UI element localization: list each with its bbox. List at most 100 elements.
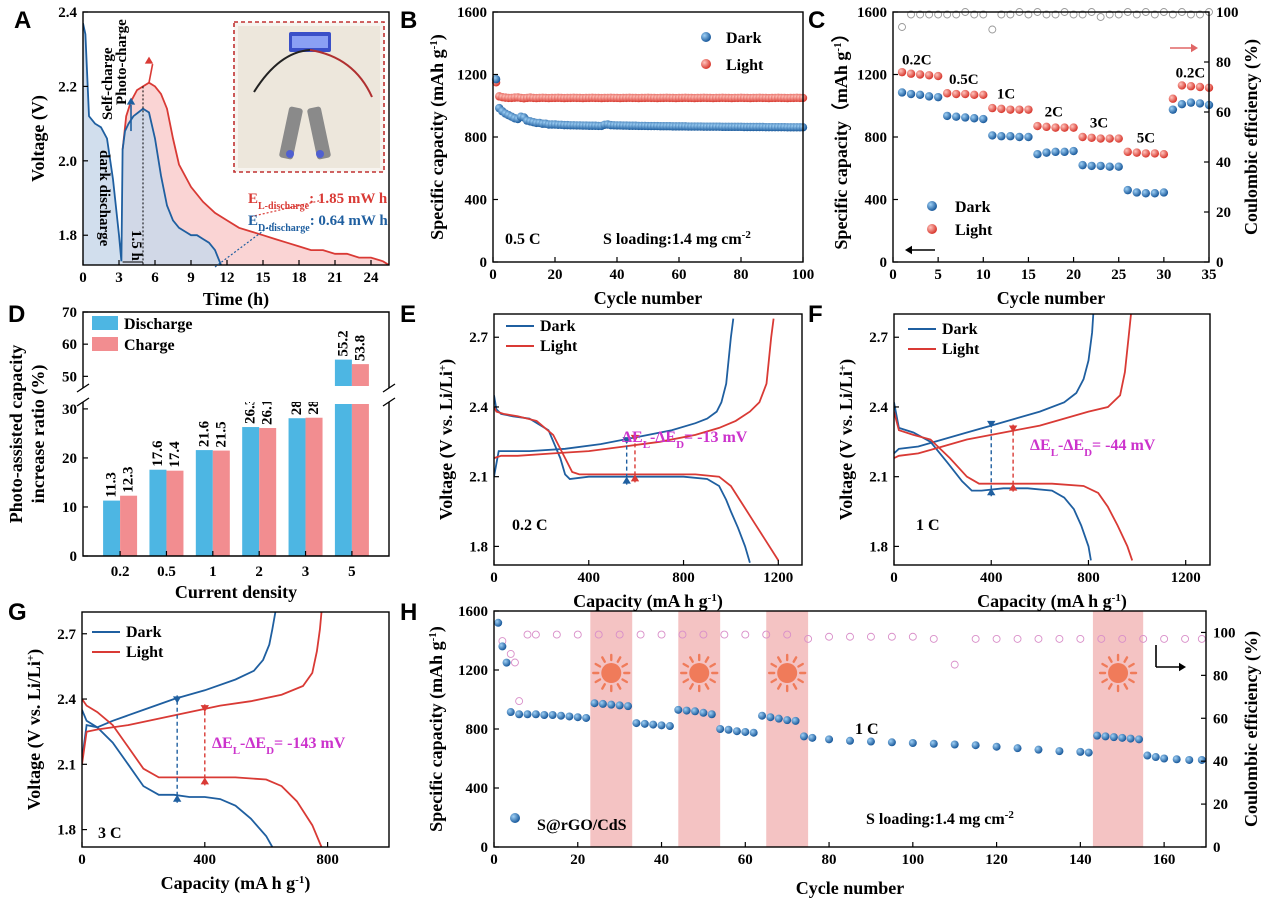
capacity-point [523,710,532,719]
panel-g-xlabel-part-0: Capacity (mA h g [161,873,296,894]
capacity-point [640,719,649,728]
discharge-bar [195,450,213,556]
panel-c-ylabel-right: Coulombic efficiency (%) [1241,39,1262,235]
discharge-value-label-2: 21.6 [196,420,212,447]
panel-h-ytick-r-label-5: 100 [1213,625,1236,641]
capacity-point [494,618,503,627]
ce-point [1006,10,1015,19]
delta-voltage-label: ΔEL-ΔED= -13 mV [622,429,748,451]
delta-arrowhead-up-1 [1008,483,1018,491]
light-charge-curve [494,318,775,459]
legend-light-label: Light [726,57,764,74]
panel-a-xtick-label-8: 24 [364,270,380,286]
panel-b-xlabel: Cycle number [594,288,702,308]
capacity-point [615,701,624,710]
dark-discharge-curve [82,709,274,847]
panel-e-xlabel-part-1: -1 [708,592,717,604]
panel-g-ylabel-part-1: + [25,655,37,661]
delta-arrowhead-down-1 [200,705,209,713]
panel-d-ytick-low-label-2: 20 [62,451,77,467]
capacity-point [992,742,1001,751]
panel-h-xtick-label-5: 100 [902,852,925,868]
sun-ray [797,678,804,684]
ed-pointer [214,221,276,268]
legend-dark-marker [701,32,711,42]
discharge-bar-upper [334,359,352,386]
dark-rate-point [1051,147,1060,157]
delta-arrowhead-down-1 [1008,425,1018,433]
rate-label-2: 1C [997,87,1015,103]
panel-c-xtick-label-3: 15 [1021,267,1036,283]
legend-discharge-swatch [92,316,118,330]
dark-rate-point [1006,132,1015,141]
delta-voltage-label-part-4: = -143 mV [274,735,346,752]
panel-f-xtick-label-0: 0 [890,570,898,586]
light-rate-point [1150,149,1160,158]
ce-point [678,630,687,639]
panel-h-ytick-r-label-1: 20 [1213,797,1228,813]
panel-d-xtick-label-0: 0.2 [111,564,130,580]
panel-a-xtick-label-3: 9 [187,270,195,286]
light-rate-point [1168,94,1178,103]
panel-a-xtick-label-5: 15 [256,270,271,286]
photo-charge-label: Photo-charge [114,19,130,105]
panel-c-xtick-label-1: 5 [934,267,942,283]
capacity-point [1172,755,1181,764]
rate-label-1: 0.5C [949,72,979,88]
rate-label-4: 3C [1090,116,1108,132]
charge-value-label-5: 53.8 [352,335,368,361]
ce-point [898,23,906,31]
ce-point [988,25,997,34]
capacity-point [929,739,938,748]
sun-ray [1128,662,1135,668]
panel-d-ytick-low-label-0: 0 [70,549,78,565]
panel-e-xtick-label-0: 0 [490,570,498,586]
capacity-point [540,710,549,719]
ce-point [1024,10,1033,19]
capacity-point [766,713,775,722]
ce-point [887,632,896,641]
panel-c-ytick-r-label-2: 40 [1216,155,1231,171]
panel-a-xlabel: Time (h) [203,289,269,310]
axis-break-mark-right-2 [382,397,396,407]
ce-point [943,10,952,19]
capacity-point [1143,751,1152,760]
panel-b-letter: B [400,7,417,34]
panel-c-ytick-r-label-3: 60 [1216,105,1231,121]
dark-rate-point [1078,160,1087,170]
capacity-point [657,721,666,730]
panel-f-ytick-label-3: 2.7 [869,330,888,346]
discharge-value-label-0: 11.3 [104,472,120,497]
el-discharge-energy-part-1: L-discharge [258,201,310,212]
capacity-point [783,716,792,725]
capacity-point [887,738,896,747]
panel-d-xtick-label-2: 1 [209,564,217,580]
self-charge-label: Self-charge [100,47,116,120]
panel-g-ytick-label-2: 2.4 [57,692,76,708]
panel-e-ylabel-part-0: Voltage (V vs. Li/Li [436,371,457,520]
capacity-point [1076,747,1085,756]
panel-g-ytick-label-0: 1.8 [57,823,76,839]
sun-core [777,663,798,683]
dark-rate-point [906,89,916,99]
charge-bar [166,470,184,556]
dark-voltage-line [83,23,222,265]
capacity-point [1160,754,1169,763]
light-rate-point [1105,134,1114,143]
panel-h-xlabel: Cycle number [796,878,904,898]
sun-ray [792,656,798,663]
capacity-point [741,727,750,736]
panel-c-ylabel: Specific capacity（mAh g-1） [831,24,851,249]
dark-rate-point [1096,161,1105,171]
discharge-bar [288,418,306,556]
light-rate-point [1087,133,1096,142]
panel-b-ylabel-part-0: Specific capacity (mAh g [427,49,448,239]
dark-rate-point [1159,188,1169,197]
panel-e-frame [493,313,803,566]
panel-b-xtick-label-5: 100 [792,267,815,283]
light-on-band [766,611,809,847]
dark-rate-point [979,114,988,124]
legend-light-label: Light [126,644,164,661]
panel-e-ytick-label-3: 2.7 [469,330,488,346]
light-rate-point [906,69,916,78]
